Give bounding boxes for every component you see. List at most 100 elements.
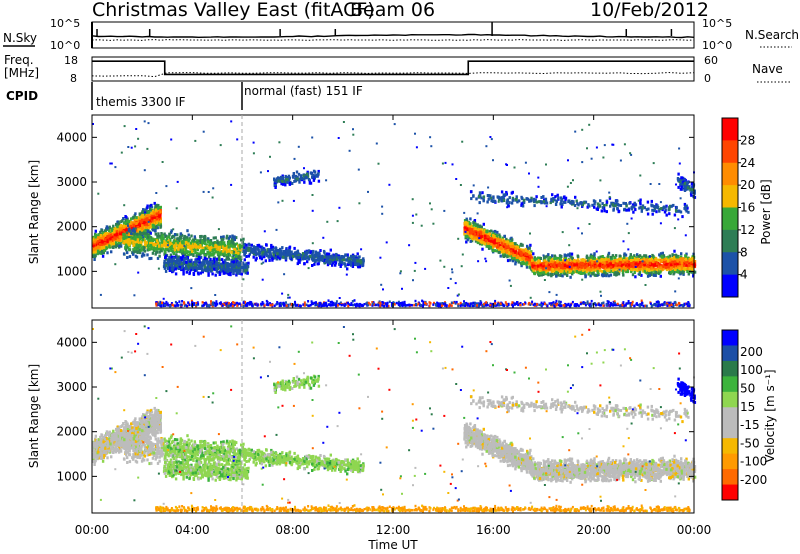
power-echo	[175, 260, 179, 264]
power-echo	[122, 221, 126, 225]
power-echo	[273, 256, 276, 260]
power-echo	[102, 235, 105, 239]
power-echo	[283, 253, 286, 257]
power-echo	[529, 243, 532, 247]
power-echo	[569, 258, 572, 262]
power-echo	[490, 233, 493, 237]
power-echo	[346, 263, 349, 267]
power-echo	[196, 267, 200, 271]
power-echo	[492, 249, 495, 253]
power-echo	[331, 263, 334, 267]
power-echo	[122, 231, 126, 234]
power-echo	[500, 239, 503, 243]
power-echo	[340, 256, 343, 259]
power-echo	[252, 252, 256, 256]
power-echo	[295, 170, 299, 174]
power-echo	[216, 245, 219, 249]
power-echo	[135, 216, 138, 220]
power-echo	[464, 226, 467, 230]
power-echo	[524, 249, 528, 253]
power-echo	[525, 265, 529, 269]
power-echo	[311, 175, 314, 179]
power-echo	[181, 251, 184, 255]
power-echo	[140, 248, 143, 252]
date-label: 10/Feb/2012	[590, 0, 709, 21]
power-echo	[128, 247, 131, 251]
power-echo	[96, 252, 99, 256]
power-echo	[528, 261, 531, 265]
power-echo	[297, 172, 301, 176]
power-echo	[99, 234, 102, 237]
power-echo	[340, 260, 344, 264]
power-echo	[95, 234, 99, 238]
power-echo	[194, 248, 197, 252]
power-echo	[117, 222, 121, 226]
power-echo	[159, 205, 162, 209]
power-echo	[239, 259, 242, 263]
power-echo	[190, 246, 193, 250]
power-echo	[326, 256, 329, 260]
power-echo	[479, 234, 483, 238]
power-echo	[593, 252, 596, 256]
power-echo	[180, 246, 183, 250]
power-echo	[94, 238, 98, 242]
power-echo	[101, 237, 105, 241]
power-echo	[141, 215, 144, 219]
power-echo	[268, 258, 271, 262]
power-echo	[558, 254, 562, 258]
power-echo	[167, 261, 170, 265]
power-echo	[104, 229, 107, 233]
power-echo	[606, 272, 609, 276]
power-echo	[103, 249, 106, 253]
power-echo	[303, 255, 306, 259]
power-echo	[508, 258, 512, 262]
power-echo	[191, 242, 194, 246]
power-echo	[611, 254, 615, 258]
noise-ytick-left-bottom: 10^0	[50, 39, 80, 52]
power-echo	[212, 236, 215, 240]
power-echo	[170, 267, 173, 271]
power-echo	[234, 254, 238, 258]
power-echo	[164, 256, 167, 260]
power-echo	[97, 240, 101, 244]
power-echo	[192, 271, 195, 275]
power-echo	[174, 240, 177, 244]
power-echo	[146, 229, 149, 233]
power-echo	[173, 260, 176, 264]
power-echo	[525, 261, 529, 265]
power-echo	[138, 251, 142, 255]
power-echo	[510, 245, 513, 249]
power-echo	[194, 266, 197, 270]
power-echo	[165, 243, 168, 247]
power-echo	[318, 253, 321, 257]
power-echo	[100, 228, 103, 232]
power-echo	[250, 243, 253, 247]
power-echo	[152, 228, 155, 232]
power-echo	[510, 249, 513, 253]
power-echo	[108, 229, 111, 233]
power-echo	[348, 259, 351, 263]
power-echo	[464, 221, 468, 225]
nsky-label: N.Sky	[3, 31, 37, 45]
power-echo	[139, 235, 142, 239]
power-echo	[139, 225, 142, 229]
power-echo	[351, 265, 355, 268]
power-echo	[196, 239, 199, 243]
power-echo	[158, 234, 161, 238]
power-echo	[596, 273, 599, 277]
power-echo	[274, 254, 277, 258]
power-echo	[636, 253, 639, 257]
power-echo	[501, 249, 505, 253]
power-echo	[112, 242, 115, 246]
power-echo	[687, 272, 690, 276]
power-echo	[687, 256, 690, 260]
power-echo	[130, 231, 133, 235]
cpid-segment-2-label: normal (fast) 151 IF	[244, 84, 363, 98]
power-echo	[316, 251, 320, 255]
power-echo	[181, 257, 184, 261]
power-echo	[216, 239, 219, 243]
power-echo	[199, 255, 203, 259]
power-echo	[173, 234, 176, 238]
power-echo	[132, 221, 136, 225]
power-echo	[205, 257, 208, 261]
